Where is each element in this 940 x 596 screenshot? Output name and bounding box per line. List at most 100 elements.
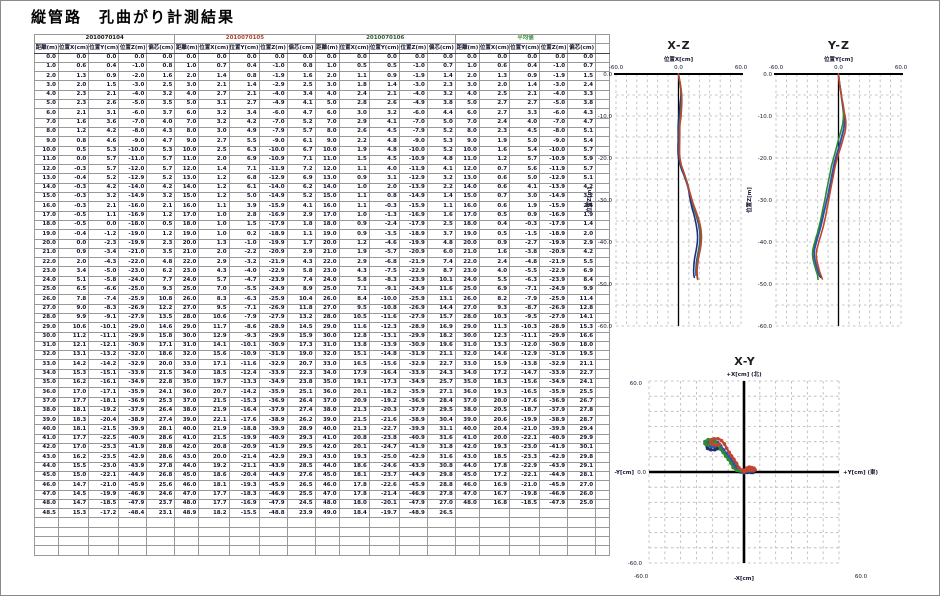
yz-chart: 位置Y[cm]-60.0 0.0 60.00.0-10.0-20.0-30.0-40…	[745, 55, 908, 330]
data-cell: 0.0	[118, 52, 148, 63]
data-cell: 48.0	[454, 498, 480, 510]
empty-cell	[509, 517, 541, 528]
data-cell: 10.0	[314, 145, 340, 156]
data-cell: 4.1	[286, 99, 316, 110]
data-cell: 0.0	[258, 52, 288, 63]
data-cell: 11.0	[314, 154, 340, 166]
empty-cell	[198, 536, 230, 547]
data-cell: 3.5	[146, 99, 176, 110]
data-cell: 14.1	[198, 340, 230, 352]
data-cell: 4.3	[146, 126, 176, 138]
data-cell: 2.1	[198, 80, 230, 91]
data-cell: -7.5	[368, 266, 400, 277]
data-cell: -18.9	[258, 229, 288, 240]
data-cell: -26.9	[539, 303, 569, 314]
data-cell: 4.6	[88, 136, 120, 147]
z-tick-label: -20.0	[758, 156, 773, 162]
data-cell: -44.9	[539, 470, 569, 482]
data-cell: -4.6	[368, 238, 400, 249]
data-cell: -28.9	[539, 322, 569, 333]
data-cell: -19.8	[509, 489, 541, 500]
data-cell: -1.9	[539, 71, 569, 82]
data-cell: 18.1	[57, 405, 90, 417]
data-cell: 18.3	[57, 415, 90, 426]
data-cell: 27.4	[146, 415, 176, 426]
data-cell: -16.4	[228, 405, 260, 417]
data-cell: 4.5	[368, 154, 400, 166]
data-cell: 2.8	[228, 210, 260, 221]
data-cell: -26.9	[398, 303, 428, 314]
data-cell: 21.1	[567, 359, 597, 370]
data-cell: 1.5	[88, 80, 120, 91]
data-cell: 20.4	[478, 424, 511, 435]
data-cell: 8.3	[198, 294, 230, 305]
data-cell: 0.8	[57, 136, 90, 147]
series-marker	[748, 468, 752, 473]
data-cell: 5.2	[286, 192, 316, 203]
data-cell: -44.9	[118, 470, 148, 482]
x-tick-label: 60.0	[735, 65, 748, 71]
empty-cell	[146, 526, 176, 538]
empty-cell	[228, 517, 260, 528]
data-cell: 5.0	[34, 99, 59, 110]
data-cell: -38.9	[258, 415, 288, 426]
data-cell: 2.4	[478, 117, 511, 128]
data-cell: -19.9	[88, 489, 120, 500]
data-cell: -21.1	[228, 461, 260, 472]
data-cell: 39.0	[34, 415, 59, 426]
data-cell: 17.0	[314, 210, 340, 221]
data-cell: 15.5	[57, 461, 90, 472]
data-cell: -6.0	[258, 108, 288, 119]
data-cell: -32.9	[398, 359, 428, 370]
data-cell: 39.0	[454, 415, 480, 426]
data-cell: 21.0	[314, 247, 340, 259]
empty-cell	[57, 545, 90, 556]
data-cell: 20.0	[478, 396, 511, 407]
data-cell: 24.0	[174, 275, 200, 287]
data-cell: 2.1	[509, 89, 541, 101]
data-cell: 9.0	[454, 136, 480, 147]
data-cell: -9.0	[118, 136, 148, 147]
column-header: 位置X(cm)	[57, 43, 90, 54]
data-cell: 12.2	[146, 303, 176, 314]
column-header: 位置Y(cm)	[509, 43, 541, 54]
data-cell: -10.8	[368, 303, 400, 314]
data-cell: 23.9	[286, 508, 316, 519]
data-cell: -20.9	[398, 247, 428, 259]
z-axis-label: 位置Z[m]	[585, 187, 593, 213]
data-cell: -12.0	[509, 340, 541, 352]
data-cell: 1.0	[314, 61, 340, 73]
data-cell: 25.1	[286, 387, 316, 398]
data-cell: 4.0	[34, 89, 59, 101]
column-header: 距離(m)	[34, 43, 59, 54]
data-cell: -4.7	[228, 275, 260, 287]
data-cell: 20.0	[34, 238, 59, 249]
empty-cell	[88, 545, 120, 556]
data-cell: 4.0	[146, 117, 176, 128]
data-cell: -3.8	[509, 247, 541, 259]
data-cell: 1.6	[426, 210, 456, 221]
empty-cell	[88, 517, 120, 528]
data-cell: -37.9	[539, 405, 569, 417]
data-cell: 6.9	[286, 173, 316, 184]
data-cell: 35.0	[174, 377, 200, 389]
data-cell: 18.2	[198, 508, 230, 519]
data-cell: -2.2	[228, 247, 260, 259]
data-cell: -23.0	[88, 461, 120, 472]
data-cell: -20.3	[368, 405, 400, 417]
data-cell: 28.9	[286, 424, 316, 435]
data-cell: 6.0	[34, 108, 59, 119]
data-cell: 1.4	[198, 71, 230, 82]
data-cell: 28.0	[174, 312, 200, 324]
data-cell: 17.2	[478, 368, 511, 380]
data-cell: 0.9	[338, 173, 370, 184]
data-cell: 4.8	[426, 238, 456, 249]
data-cell: -18.2	[368, 387, 400, 398]
data-cell: 0.0	[88, 219, 120, 231]
data-cell: -35.9	[118, 387, 148, 398]
z-tick-label: -30.0	[758, 198, 773, 204]
data-cell: 1.3	[198, 238, 230, 249]
data-cell: 12.0	[34, 164, 59, 175]
data-cell: 1.0	[198, 229, 230, 240]
data-cell: -18.9	[398, 229, 428, 240]
